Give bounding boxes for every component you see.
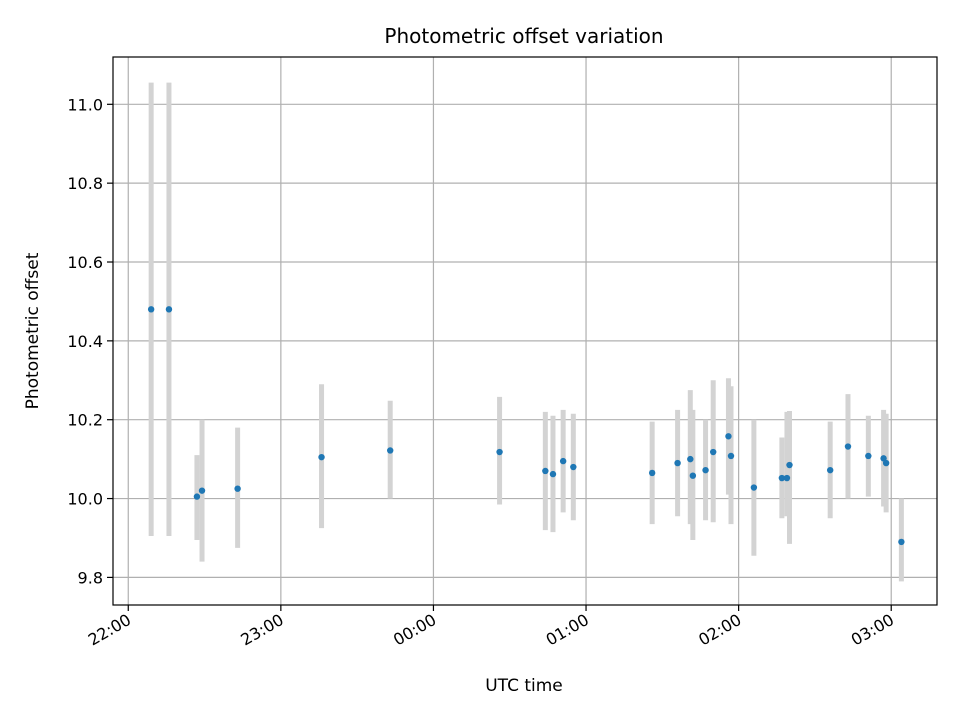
data-point bbox=[193, 493, 201, 500]
data-point bbox=[648, 469, 656, 477]
data-point bbox=[725, 433, 732, 440]
x-tick-label: 23:00 bbox=[237, 610, 286, 650]
data-point bbox=[844, 443, 852, 450]
data-point bbox=[727, 452, 735, 460]
data-point bbox=[198, 487, 206, 494]
data-point bbox=[570, 463, 577, 471]
x-tick-label: 01:00 bbox=[543, 610, 592, 650]
y-tick-label: 10.0 bbox=[67, 490, 103, 509]
data-point bbox=[865, 452, 872, 460]
y-tick-label: 9.8 bbox=[78, 568, 103, 587]
plot-frame bbox=[112, 56, 938, 606]
x-axis-ticks: 22:00 23:00 00:00 01:00 02:00 03:00 bbox=[85, 605, 897, 650]
y-tick-label: 10.6 bbox=[67, 253, 103, 272]
y-tick-label: 10.8 bbox=[67, 174, 103, 193]
data-point bbox=[318, 453, 325, 461]
x-tick-label: 02:00 bbox=[695, 610, 744, 650]
data-point bbox=[778, 474, 786, 482]
data-point bbox=[674, 459, 681, 467]
data-point bbox=[496, 448, 503, 456]
data-point bbox=[147, 306, 155, 313]
y-axis-ticks: 9.8 10.0 10.2 10.4 10.6 10.8 11.0 bbox=[67, 95, 113, 587]
data-point bbox=[786, 461, 793, 469]
data-point bbox=[750, 484, 758, 491]
data-point bbox=[826, 466, 834, 474]
y-axis-label: Photometric offset bbox=[23, 252, 43, 409]
y-tick-label: 10.2 bbox=[67, 411, 103, 430]
data-point bbox=[387, 447, 394, 454]
data-point bbox=[898, 538, 905, 546]
chart-title: Photometric offset variation bbox=[384, 24, 663, 48]
data-point bbox=[882, 459, 890, 467]
error-bars bbox=[148, 82, 904, 582]
data-point bbox=[549, 470, 557, 478]
data-point bbox=[165, 306, 173, 313]
x-tick-label: 00:00 bbox=[390, 610, 439, 650]
data-point bbox=[687, 455, 694, 463]
y-tick-label: 10.4 bbox=[67, 332, 103, 351]
x-tick-label: 22:00 bbox=[85, 610, 134, 650]
y-tick-label: 11.0 bbox=[67, 95, 103, 114]
data-point bbox=[542, 467, 549, 475]
data-point bbox=[234, 485, 241, 492]
data-point bbox=[880, 455, 887, 462]
x-axis-label: UTC time bbox=[485, 676, 563, 696]
data-point bbox=[783, 474, 791, 482]
x-tick-label: 03:00 bbox=[848, 610, 897, 650]
data-point bbox=[709, 448, 717, 456]
data-point bbox=[689, 472, 697, 479]
data-point bbox=[702, 466, 709, 474]
data-points bbox=[147, 306, 905, 546]
data-point bbox=[559, 457, 567, 465]
grid-lines bbox=[113, 57, 937, 605]
